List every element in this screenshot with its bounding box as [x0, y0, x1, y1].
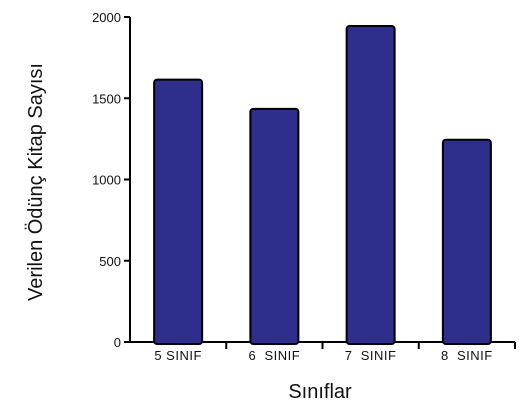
- y-tick-label: 1500: [92, 91, 121, 106]
- bars: [153, 24, 492, 345]
- x-tick-label: 6 SINIF: [249, 348, 301, 363]
- x-tick-label: 5 SINIF: [154, 348, 202, 363]
- y-axis: 0 500 1000 1500 2000: [92, 10, 131, 350]
- x-tick-label: 7 SINIF: [345, 348, 397, 363]
- bar: [153, 78, 204, 345]
- y-tick-label: 2000: [92, 10, 121, 25]
- y-tick-label: 500: [99, 254, 121, 269]
- x-axis-title: Sınıflar: [288, 381, 352, 403]
- bar: [441, 138, 492, 345]
- y-tick-label: 1000: [92, 173, 121, 188]
- y-tick-label: 0: [114, 335, 121, 350]
- y-axis-title: Verilen Ödünç Kitap Sayısı: [25, 63, 47, 301]
- bar: [345, 24, 396, 345]
- x-axis: 5 SINIF 6 SINIF 7 SINIF 8 SINIF: [130, 341, 516, 363]
- bar: [249, 107, 300, 345]
- x-tick-label: 8 SINIF: [441, 348, 493, 363]
